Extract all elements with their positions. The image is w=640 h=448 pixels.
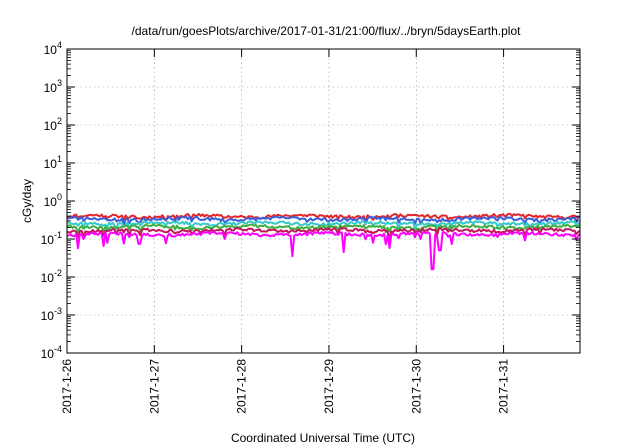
y-tick-label: 10-1 bbox=[41, 230, 62, 247]
x-tick-label: 2017-1-31 bbox=[497, 359, 511, 414]
y-tick-label: 10-2 bbox=[41, 268, 62, 285]
x-tick-label: 2017-1-26 bbox=[60, 359, 74, 414]
series-line bbox=[66, 220, 581, 231]
series-line bbox=[66, 223, 581, 235]
chart-title: /data/run/goesPlots/archive/2017-01-31/2… bbox=[132, 24, 522, 38]
series-group bbox=[66, 212, 581, 271]
x-axis-label: Coordinated Universal Time (UTC) bbox=[231, 431, 415, 445]
y-axis: 10-4 10-3 10-2 10-1 100 101 102 103 104 bbox=[41, 40, 580, 361]
y-tick-label: 101 bbox=[44, 154, 62, 171]
x-tick-label: 2017-1-29 bbox=[322, 359, 336, 414]
series-line bbox=[66, 215, 581, 226]
grid bbox=[67, 49, 580, 353]
y-axis-label: cGy/day bbox=[20, 179, 34, 223]
y-tick-label: 10-3 bbox=[41, 306, 62, 323]
series-line bbox=[66, 230, 581, 271]
x-tick-label: 2017-1-30 bbox=[409, 359, 423, 414]
y-tick-label: 100 bbox=[44, 192, 62, 209]
y-tick-label: 104 bbox=[44, 40, 62, 57]
series-line bbox=[66, 227, 581, 240]
x-tick-label: 2017-1-28 bbox=[235, 359, 249, 414]
y-tick-label: 103 bbox=[44, 78, 62, 95]
x-tick-label: 2017-1-27 bbox=[147, 359, 161, 414]
y-tick-label: 10-4 bbox=[41, 344, 62, 361]
x-axis: 2017-1-26 2017-1-27 2017-1-28 2017-1-29 2017… bbox=[60, 49, 511, 414]
y-tick-label: 102 bbox=[44, 116, 62, 133]
